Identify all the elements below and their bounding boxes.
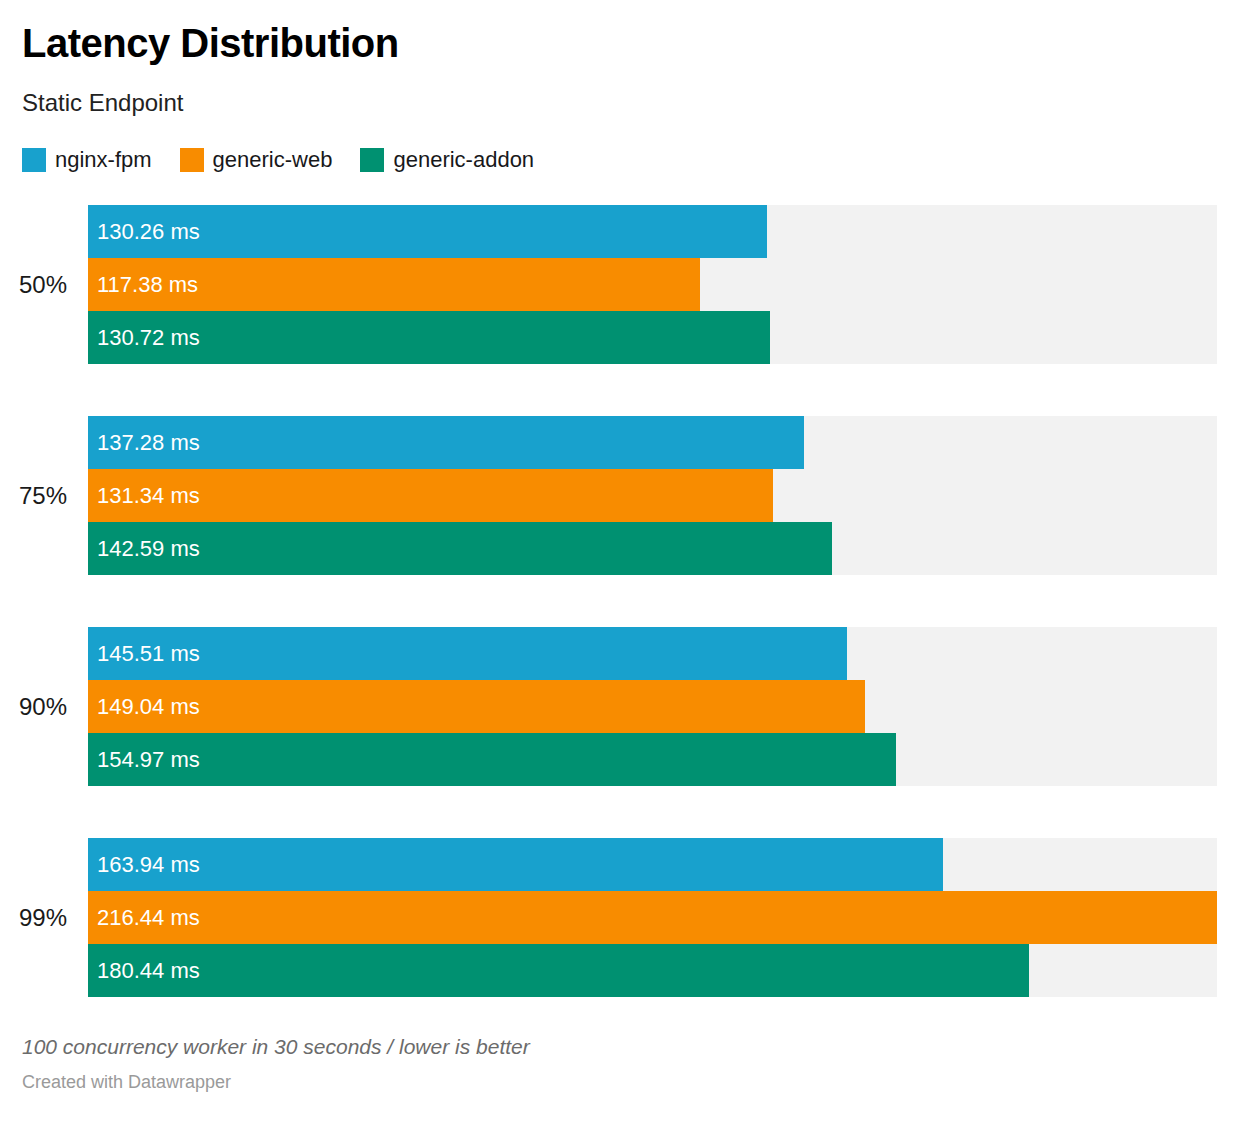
legend-swatch-icon: [360, 148, 384, 172]
legend-label: nginx-fpm: [55, 148, 152, 172]
legend-item-generic-web: generic-web: [180, 148, 333, 172]
chart-subtitle: Static Endpoint: [22, 88, 1216, 118]
latency-chart-page: Latency Distribution Static Endpoint ngi…: [0, 0, 1240, 1126]
bar-group: 145.51 ms 149.04 ms 154.97 ms: [88, 627, 1217, 786]
bar-track: 163.94 ms: [88, 838, 1217, 891]
bar-group: 130.26 ms 117.38 ms 130.72 ms: [88, 205, 1217, 364]
legend-swatch-icon: [22, 148, 46, 172]
bar-track: 216.44 ms: [88, 891, 1217, 944]
bar-track: 130.26 ms: [88, 205, 1217, 258]
bar-value-label: 145.51 ms: [88, 641, 200, 667]
bar-group: 163.94 ms 216.44 ms 180.44 ms: [88, 838, 1217, 997]
percentile-group: 99%163.94 ms 216.44 ms 180.44 ms: [0, 838, 1217, 997]
bar-nginx-fpm: 137.28 ms: [88, 416, 804, 469]
bar-track: 130.72 ms: [88, 311, 1217, 364]
bar-track: 137.28 ms: [88, 416, 1217, 469]
legend-label: generic-addon: [393, 148, 534, 172]
bar-track: 142.59 ms: [88, 522, 1217, 575]
legend-label: generic-web: [213, 148, 333, 172]
chart-footer: 100 concurrency worker in 30 seconds / l…: [0, 1033, 1240, 1094]
percentile-label: 99%: [0, 904, 88, 932]
bar-track: 131.34 ms: [88, 469, 1217, 522]
bar-value-label: 180.44 ms: [88, 958, 200, 984]
bar-value-label: 137.28 ms: [88, 430, 200, 456]
bar-value-label: 216.44 ms: [88, 905, 200, 931]
bar-value-label: 131.34 ms: [88, 483, 200, 509]
bar-generic-addon: 130.72 ms: [88, 311, 770, 364]
bar-generic-addon: 142.59 ms: [88, 522, 832, 575]
bar-generic-web: 131.34 ms: [88, 469, 773, 522]
bar-value-label: 117.38 ms: [88, 272, 198, 298]
bar-group: 137.28 ms 131.34 ms 142.59 ms: [88, 416, 1217, 575]
bar-value-label: 163.94 ms: [88, 852, 200, 878]
percentile-label: 75%: [0, 482, 88, 510]
chart-title: Latency Distribution: [22, 20, 1216, 66]
bar-value-label: 130.72 ms: [88, 325, 200, 351]
bar-track: 154.97 ms: [88, 733, 1217, 786]
grouped-bar-chart: 50%130.26 ms 117.38 ms 130.72 ms 75%137.28 …: [0, 205, 1240, 997]
legend-item-generic-addon: generic-addon: [360, 148, 534, 172]
bar-generic-addon: 154.97 ms: [88, 733, 896, 786]
datawrapper-credit: Created with Datawrapper: [22, 1070, 1216, 1094]
bar-track: 117.38 ms: [88, 258, 1217, 311]
percentile-group: 90%145.51 ms 149.04 ms 154.97 ms: [0, 627, 1217, 786]
bar-track: 145.51 ms: [88, 627, 1217, 680]
bar-nginx-fpm: 130.26 ms: [88, 205, 767, 258]
bar-value-label: 154.97 ms: [88, 747, 200, 773]
bar-nginx-fpm: 163.94 ms: [88, 838, 943, 891]
bar-generic-addon: 180.44 ms: [88, 944, 1029, 997]
bar-generic-web: 216.44 ms: [88, 891, 1217, 944]
bar-value-label: 130.26 ms: [88, 219, 200, 245]
legend-swatch-icon: [180, 148, 204, 172]
chart-header: Latency Distribution Static Endpoint ngi…: [0, 0, 1240, 172]
bar-track: 180.44 ms: [88, 944, 1217, 997]
bar-nginx-fpm: 145.51 ms: [88, 627, 847, 680]
bar-value-label: 142.59 ms: [88, 536, 200, 562]
percentile-label: 90%: [0, 693, 88, 721]
bar-generic-web: 117.38 ms: [88, 258, 700, 311]
bar-track: 149.04 ms: [88, 680, 1217, 733]
bar-generic-web: 149.04 ms: [88, 680, 865, 733]
percentile-label: 50%: [0, 271, 88, 299]
legend-item-nginx-fpm: nginx-fpm: [22, 148, 152, 172]
chart-note: 100 concurrency worker in 30 seconds / l…: [22, 1033, 1216, 1061]
percentile-group: 75%137.28 ms 131.34 ms 142.59 ms: [0, 416, 1217, 575]
percentile-group: 50%130.26 ms 117.38 ms 130.72 ms: [0, 205, 1217, 364]
bar-value-label: 149.04 ms: [88, 694, 200, 720]
legend: nginx-fpm generic-web generic-addon: [22, 148, 1216, 172]
